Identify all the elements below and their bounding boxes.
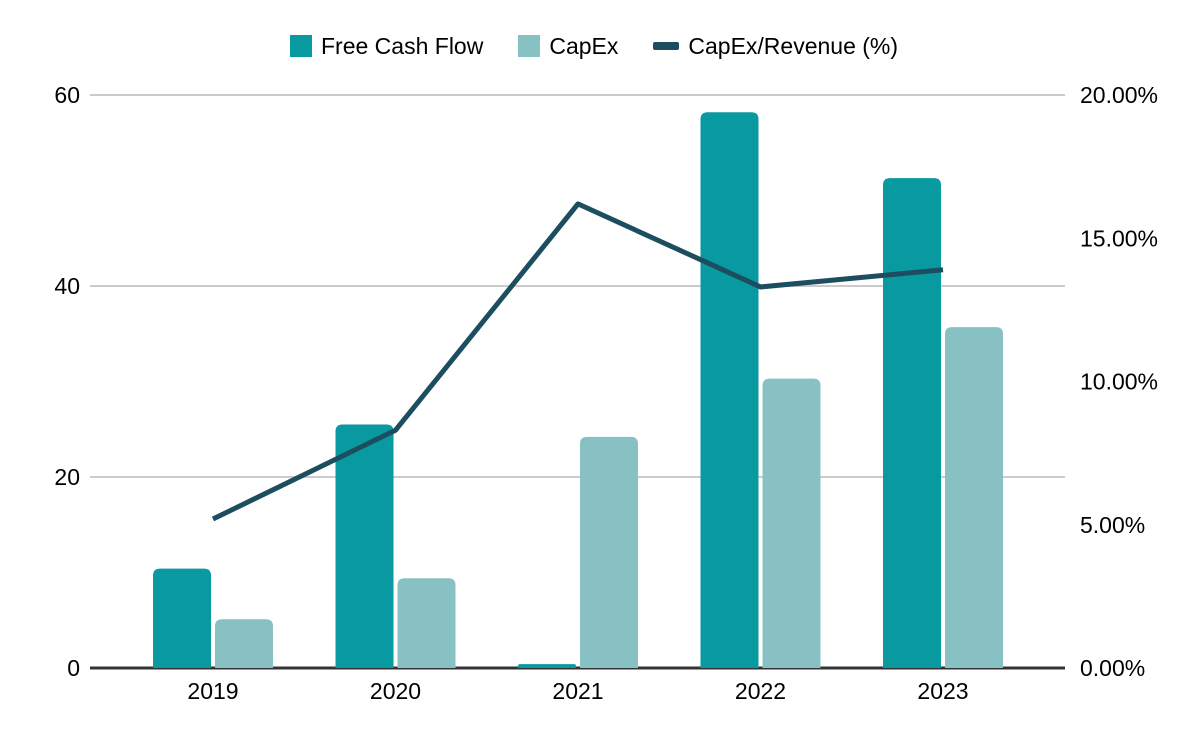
bar-free-cash-flow-2020 [335,424,394,668]
bar-free-cash-flow-2021 [518,664,576,668]
bar-capex-2019 [215,619,273,668]
left-axis-tick-label: 40 [54,273,80,299]
bar-capex-2021 [580,436,638,668]
capex-revenue-line-swatch-icon [653,42,680,50]
right-axis-tick-label: 10.00% [1080,369,1158,395]
free-cash-flow-swatch-icon [290,35,312,57]
legend-label-capex: CapEx [549,33,619,59]
x-axis-category-label: 2019 [187,678,238,704]
bar-capex-2023 [945,327,1003,668]
capex-swatch-icon [518,35,541,57]
left-axis-tick-label: 60 [54,82,80,108]
bar-capex-2022 [762,378,821,668]
right-axis-tick-label: 20.00% [1080,82,1158,108]
capex-revenue-ratio-line [211,201,944,522]
x-axis-category-label: 2020 [370,678,421,704]
bar-free-cash-flow-2019 [153,568,211,668]
right-axis-tick-label: 15.00% [1080,225,1158,251]
left-axis-tick-label: 0 [67,655,80,681]
legend-label-capex-revenue: CapEx/Revenue (%) [688,33,899,59]
x-axis-category-label: 2022 [735,678,786,704]
legend-label-free-cash-flow: Free Cash Flow [321,33,484,59]
bar-capex-2020 [397,578,456,668]
x-axis-category-label: 2023 [917,678,968,704]
x-axis-category-label: 2021 [552,678,603,704]
left-axis-tick-label: 20 [54,464,80,490]
legend-item-capex-revenue: CapEx/Revenue (%) [653,34,898,58]
right-axis-tick-label: 5.00% [1080,512,1145,538]
bar-free-cash-flow-2023 [883,178,941,668]
legend-item-capex: CapEx [518,34,618,58]
right-axis-tick-label: 0.00% [1080,655,1145,681]
chart-legend: Free Cash Flow CapEx CapEx/Revenue (%) [290,34,898,58]
bar-free-cash-flow-2022 [700,112,759,668]
legend-item-free-cash-flow: Free Cash Flow [290,34,483,58]
